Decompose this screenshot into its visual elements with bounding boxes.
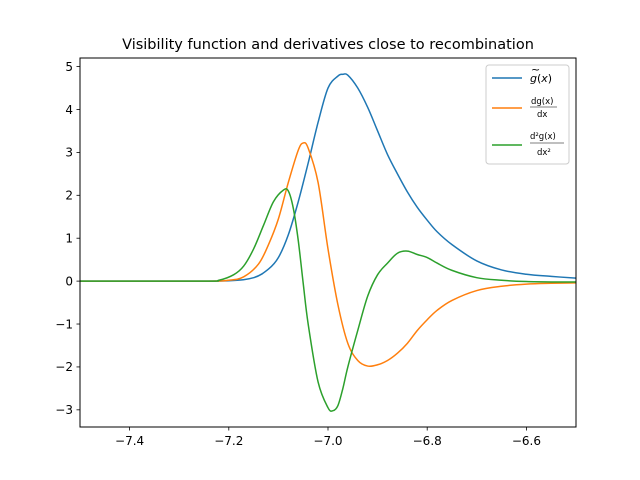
chart-title: Visibility function and derivatives clos… (122, 37, 534, 53)
series-lines (80, 73, 576, 412)
y-tick-label: −3 (55, 403, 73, 417)
svg-text:~: ~ (531, 63, 540, 76)
y-tick-label: 4 (65, 103, 73, 117)
legend: g(x) ~ dg(x) dx d²g(x) dx² (485, 63, 570, 165)
svg-text:dx²: dx² (537, 148, 551, 158)
series-line-d2g (80, 188, 576, 412)
series-line-g (80, 73, 576, 282)
y-tick-label: −2 (55, 360, 73, 374)
y-tick-label: 3 (65, 146, 73, 160)
x-tick-label: −7.4 (115, 434, 144, 448)
x-tick-label: −7.2 (214, 434, 243, 448)
y-tick-label: −1 (55, 317, 73, 331)
svg-text:dx: dx (537, 110, 547, 120)
legend-label-dg: dg(x) dx (530, 97, 557, 120)
legend-label-g: g(x) ~ (530, 63, 552, 85)
svg-text:dg(x): dg(x) (531, 97, 553, 107)
y-tick-label: 1 (65, 232, 73, 246)
axis-ticks: −7.4 −7.2 −7.0 −6.8 −6.6 −3 −2 −1 0 1 2 3 4 5 (55, 60, 541, 448)
y-tick-label: 0 (65, 274, 73, 288)
x-tick-label: −7.0 (313, 434, 342, 448)
legend-box (485, 64, 570, 165)
svg-text:d²g(x): d²g(x) (530, 132, 556, 142)
plot-frame (79, 57, 577, 428)
x-tick-label: −6.6 (512, 434, 541, 448)
y-tick-label: 5 (65, 60, 73, 74)
svg-text:g(x): g(x) (530, 72, 552, 85)
x-tick-label: −6.8 (413, 434, 442, 448)
y-tick-label: 2 (65, 189, 73, 203)
legend-label-d2g: d²g(x) dx² (530, 132, 564, 158)
series-line-dg (80, 141, 576, 368)
